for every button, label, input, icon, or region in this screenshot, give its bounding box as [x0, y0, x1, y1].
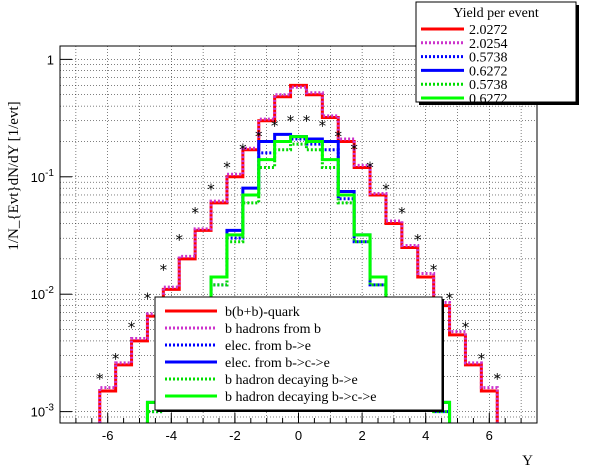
- scatter-point: *: [96, 370, 104, 388]
- y-tick-label: 10-3: [31, 403, 55, 420]
- legend-label: b hadron decaying b->c->e: [225, 390, 376, 405]
- axes: -6 -4 -2 0 2 4 6 1 10-1 10-2 10-3 Y 1/N_{Evt}dN/dY […: [6, 52, 538, 469]
- scatter-point: *: [414, 231, 422, 249]
- yield-value: 0.6272: [469, 92, 508, 107]
- y-tick-label: 1: [47, 52, 54, 67]
- yield-value: 2.0272: [469, 23, 508, 38]
- scatter-point: *: [239, 141, 247, 159]
- scatter-point: *: [446, 289, 454, 307]
- x-tick-label: -2: [229, 428, 241, 443]
- scatter-point: *: [223, 158, 231, 176]
- scatter-point: *: [112, 350, 120, 368]
- scatter-point: *: [176, 231, 184, 249]
- legend-label: b hadrons from b: [225, 322, 321, 337]
- scatter-point: *: [366, 158, 374, 176]
- scatter-point: *: [303, 112, 311, 130]
- legend-label: elec. from b->c->e: [225, 356, 330, 371]
- scatter-point: *: [287, 112, 295, 130]
- scatter-point: *: [191, 204, 199, 222]
- scatter-point: *: [478, 350, 486, 368]
- x-tick-label: -4: [166, 428, 178, 443]
- x-axis-title: Y: [522, 453, 533, 469]
- yield-box: Yield per event2.02722.02540.57380.62720…: [415, 1, 579, 107]
- x-tick-label: 4: [422, 428, 429, 443]
- scatter-point: *: [350, 141, 358, 159]
- legend-box: [154, 296, 443, 411]
- scatter-point: *: [319, 117, 327, 135]
- y-tick-label: 10-2: [31, 285, 55, 302]
- legend-label: elec. from b->e: [225, 339, 311, 354]
- x-tick-label: 6: [486, 428, 493, 443]
- x-tick-label: 2: [358, 428, 365, 443]
- scatter-point: *: [430, 261, 438, 279]
- scatter-point: *: [335, 128, 343, 146]
- yield-value: 2.0254: [469, 37, 508, 52]
- yield-value: 0.6272: [469, 64, 508, 79]
- scatter-point: *: [271, 117, 279, 135]
- x-tick-label: 0: [295, 428, 302, 443]
- yield-value: 0.5738: [469, 51, 508, 66]
- scatter-point: *: [398, 204, 406, 222]
- y-axis-title: 1/N_{Evt}dN/dY [1/evt]: [6, 101, 22, 250]
- scatter-point: *: [207, 180, 215, 198]
- scatter-point: *: [382, 180, 390, 198]
- x-tick-label: -6: [102, 428, 114, 443]
- scatter-point: *: [255, 128, 263, 146]
- scatter-point: *: [144, 289, 152, 307]
- y-tick-label: 10-1: [31, 168, 55, 185]
- scatter-point: *: [160, 261, 168, 279]
- legend: b(b+b)-quark b hadrons from b elec. from b…: [154, 296, 444, 412]
- scatter-point: *: [494, 370, 502, 388]
- scatter-point: *: [462, 319, 470, 337]
- yield-value: 0.5738: [469, 78, 508, 93]
- scatter-point: *: [128, 319, 136, 337]
- legend-label: b(b+b)-quark: [225, 305, 300, 320]
- yield-box-title: Yield per event: [453, 6, 539, 21]
- legend-label: b hadron decaying b->e: [225, 373, 358, 388]
